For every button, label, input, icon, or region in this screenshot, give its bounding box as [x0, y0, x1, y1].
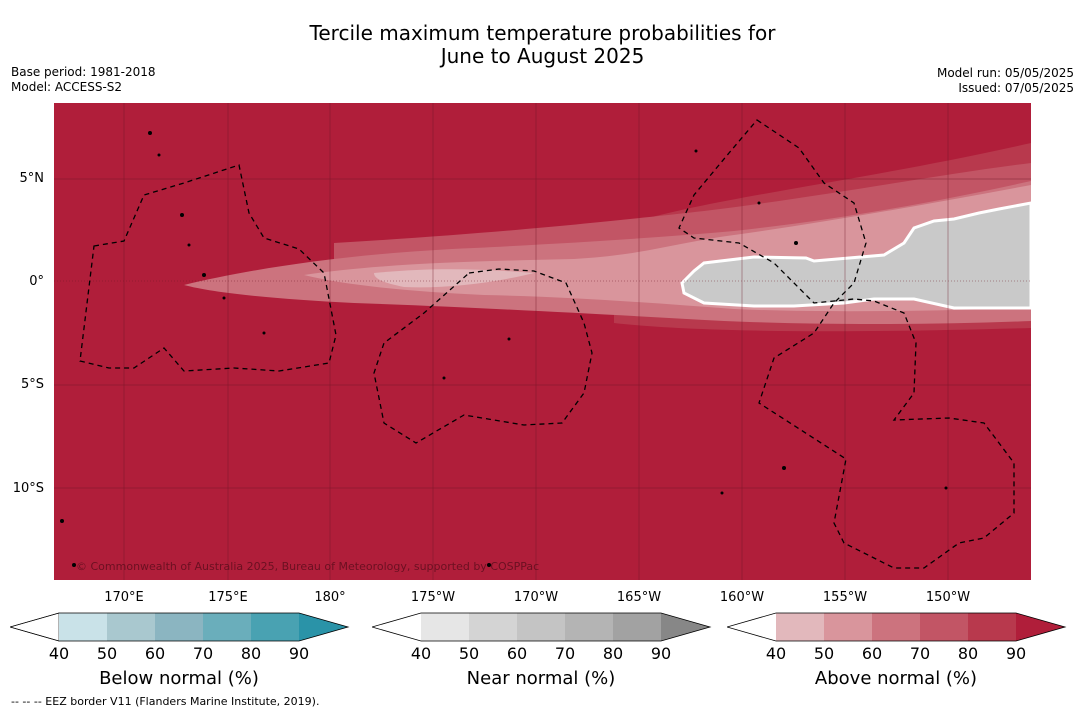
cb-tick: 70: [909, 644, 931, 663]
cb-tick: 70: [554, 644, 576, 663]
gridlines: [54, 103, 1031, 580]
model-run: Model run: 05/05/2025: [936, 66, 1074, 80]
probability-map: © Commonwealth of Australia 2025, Bureau…: [54, 103, 1031, 580]
cb-tick: 60: [506, 644, 528, 663]
cb-below-80: [203, 613, 251, 641]
title-line-1: Tercile maximum temperature probabilitie…: [309, 21, 776, 45]
cb-near-max: [661, 613, 710, 641]
cb-tick: 70: [192, 644, 214, 663]
cb-below-50: [59, 613, 107, 641]
band-above40: [374, 269, 534, 288]
lon-label: 175°E: [208, 590, 248, 605]
cb-tick: 80: [240, 644, 262, 663]
cb-above-min: [727, 613, 776, 641]
cb-above-70: [872, 613, 920, 641]
cb-above-max: [1016, 613, 1065, 641]
cb-tick: 90: [650, 644, 672, 663]
cb-above-90: [968, 613, 1016, 641]
eez-footnote: -- -- -- EEZ border V11 (Flanders Marine…: [11, 695, 320, 708]
cb-tick: 50: [96, 644, 118, 663]
lon-label: 150°W: [925, 590, 971, 605]
lon-label: 170°E: [104, 590, 144, 605]
near-normal-region: [680, 201, 1031, 310]
cb-tick: 50: [458, 644, 480, 663]
cb-tick: 40: [765, 644, 787, 663]
cb-below-min: [10, 612, 60, 642]
issued-date: Issued: 07/05/2025: [958, 81, 1074, 95]
cb-below-60: [107, 613, 155, 641]
lon-label: 160°W: [719, 590, 765, 605]
cb-below-max: [299, 613, 348, 641]
lon-label: 175°W: [410, 590, 456, 605]
lon-label: 180°: [314, 590, 346, 605]
lon-label: 165°W: [616, 590, 662, 605]
cb-tick: 90: [1005, 644, 1027, 663]
lat-label: 0°: [29, 274, 44, 289]
cb-tick: 60: [144, 644, 166, 663]
lon-label: 170°W: [513, 590, 559, 605]
model-name: Model: ACCESS-S2: [11, 80, 123, 94]
cb-tick: 80: [957, 644, 979, 663]
copyright-note: © Commonwealth of Australia 2025, Bureau…: [76, 560, 539, 573]
cb-near-80: [565, 613, 613, 641]
cb-above-80: [920, 613, 968, 641]
meta-left: Base period: 1981-2018 Model: ACCESS-S2: [11, 65, 156, 95]
cb-tick: 50: [813, 644, 835, 663]
cb-near-min: [372, 613, 421, 641]
cb-label-near: Near normal (%): [466, 668, 616, 689]
cb-near-90: [613, 613, 661, 641]
cb-tick: 40: [48, 644, 70, 663]
title-line-2: June to August 2025: [440, 44, 645, 68]
cb-tick: 80: [602, 644, 624, 663]
cb-near-50: [421, 613, 469, 641]
cb-tick: 40: [410, 644, 432, 663]
base-period: Base period: 1981-2018: [11, 65, 156, 79]
cb-near-70: [517, 613, 565, 641]
colorbar-below: [10, 612, 350, 642]
cb-label-below: Below normal (%): [99, 668, 259, 689]
colorbar-near: [372, 612, 712, 642]
cb-above-50: [776, 613, 824, 641]
lat-label: 10°S: [12, 481, 44, 496]
eez-borders: [79, 119, 1015, 569]
cb-above-60: [824, 613, 872, 641]
cb-tick: 90: [288, 644, 310, 663]
cb-tick: 60: [861, 644, 883, 663]
lon-label: 155°W: [822, 590, 868, 605]
cb-below-90: [251, 613, 299, 641]
lat-label: 5°S: [20, 377, 44, 392]
cb-label-above: Above normal (%): [814, 668, 978, 689]
colorbar-above: [727, 612, 1067, 642]
islands: [60, 131, 948, 567]
map-title: Tercile maximum temperature probabilitie…: [0, 22, 1085, 68]
lat-label: 5°N: [19, 171, 45, 186]
cb-near-60: [469, 613, 517, 641]
cb-below-70: [155, 613, 203, 641]
meta-right: Model run: 05/05/2025 Issued: 07/05/2025: [937, 66, 1074, 96]
